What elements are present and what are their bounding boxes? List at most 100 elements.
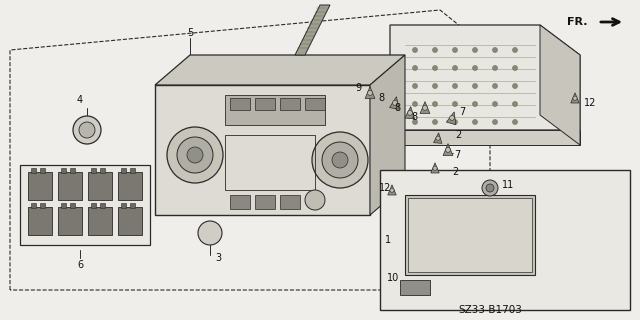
- Circle shape: [408, 110, 412, 115]
- Circle shape: [367, 91, 372, 95]
- Text: FR.: FR.: [568, 17, 588, 27]
- Bar: [58, 207, 82, 235]
- Bar: [405, 195, 535, 275]
- Bar: [255, 98, 275, 110]
- Text: 9: 9: [355, 83, 361, 93]
- Polygon shape: [390, 97, 399, 109]
- Circle shape: [482, 180, 498, 196]
- Polygon shape: [365, 87, 375, 99]
- Bar: [225, 95, 325, 125]
- Text: 5: 5: [187, 28, 193, 38]
- Circle shape: [513, 119, 518, 124]
- Circle shape: [513, 47, 518, 52]
- Polygon shape: [370, 55, 405, 215]
- Bar: [40, 203, 45, 208]
- Polygon shape: [540, 25, 580, 145]
- Bar: [91, 168, 96, 173]
- Polygon shape: [155, 55, 405, 85]
- Bar: [225, 135, 315, 190]
- Circle shape: [413, 47, 417, 52]
- Polygon shape: [431, 163, 439, 173]
- Bar: [61, 168, 66, 173]
- Circle shape: [422, 106, 428, 110]
- Text: 1: 1: [385, 235, 391, 245]
- Text: 4: 4: [77, 95, 83, 105]
- Bar: [230, 98, 250, 110]
- Circle shape: [493, 119, 497, 124]
- Circle shape: [433, 84, 438, 89]
- Polygon shape: [571, 93, 579, 103]
- Bar: [31, 168, 36, 173]
- Bar: [58, 172, 82, 200]
- Circle shape: [493, 84, 497, 89]
- Bar: [408, 198, 532, 272]
- Bar: [100, 168, 105, 173]
- Circle shape: [452, 119, 458, 124]
- Bar: [400, 280, 430, 295]
- Text: 6: 6: [77, 260, 83, 270]
- Bar: [255, 195, 275, 209]
- Circle shape: [452, 47, 458, 52]
- Polygon shape: [433, 133, 442, 143]
- Bar: [31, 203, 36, 208]
- Bar: [88, 172, 112, 200]
- Bar: [40, 168, 45, 173]
- Bar: [61, 203, 66, 208]
- Text: 3: 3: [215, 253, 221, 263]
- Circle shape: [513, 66, 518, 70]
- Bar: [88, 207, 112, 235]
- Circle shape: [433, 166, 437, 170]
- Text: 7: 7: [459, 107, 465, 117]
- Bar: [28, 207, 52, 235]
- Bar: [280, 195, 300, 209]
- Circle shape: [436, 136, 440, 140]
- Circle shape: [452, 84, 458, 89]
- Circle shape: [167, 127, 223, 183]
- Circle shape: [79, 122, 95, 138]
- Polygon shape: [405, 107, 415, 119]
- Circle shape: [493, 47, 497, 52]
- Circle shape: [433, 47, 438, 52]
- Polygon shape: [446, 112, 456, 125]
- Text: 8: 8: [394, 103, 400, 113]
- Circle shape: [312, 132, 368, 188]
- Circle shape: [472, 47, 477, 52]
- Text: 2: 2: [455, 130, 461, 140]
- Circle shape: [177, 137, 213, 173]
- Text: 12: 12: [379, 183, 391, 193]
- Text: 7: 7: [454, 150, 460, 160]
- Circle shape: [472, 101, 477, 107]
- Text: 8: 8: [411, 112, 417, 122]
- Circle shape: [413, 101, 417, 107]
- Bar: [280, 98, 300, 110]
- Bar: [118, 172, 142, 200]
- Circle shape: [452, 66, 458, 70]
- Circle shape: [392, 100, 397, 105]
- Circle shape: [413, 84, 417, 89]
- Text: 10: 10: [387, 273, 399, 283]
- Circle shape: [445, 148, 451, 152]
- Bar: [121, 203, 126, 208]
- Bar: [305, 98, 325, 110]
- Polygon shape: [390, 130, 580, 145]
- Bar: [91, 203, 96, 208]
- Circle shape: [513, 84, 518, 89]
- Bar: [121, 168, 126, 173]
- Polygon shape: [443, 144, 453, 156]
- Circle shape: [452, 101, 458, 107]
- Circle shape: [493, 101, 497, 107]
- Circle shape: [332, 152, 348, 168]
- Polygon shape: [390, 25, 580, 130]
- Circle shape: [433, 101, 438, 107]
- Circle shape: [493, 66, 497, 70]
- Circle shape: [305, 190, 325, 210]
- Text: SZ33-B1703: SZ33-B1703: [458, 305, 522, 315]
- Text: 8: 8: [378, 93, 384, 103]
- Bar: [70, 203, 75, 208]
- Circle shape: [513, 101, 518, 107]
- Circle shape: [73, 116, 101, 144]
- Circle shape: [413, 66, 417, 70]
- Circle shape: [449, 116, 454, 120]
- Circle shape: [472, 66, 477, 70]
- Polygon shape: [155, 85, 370, 215]
